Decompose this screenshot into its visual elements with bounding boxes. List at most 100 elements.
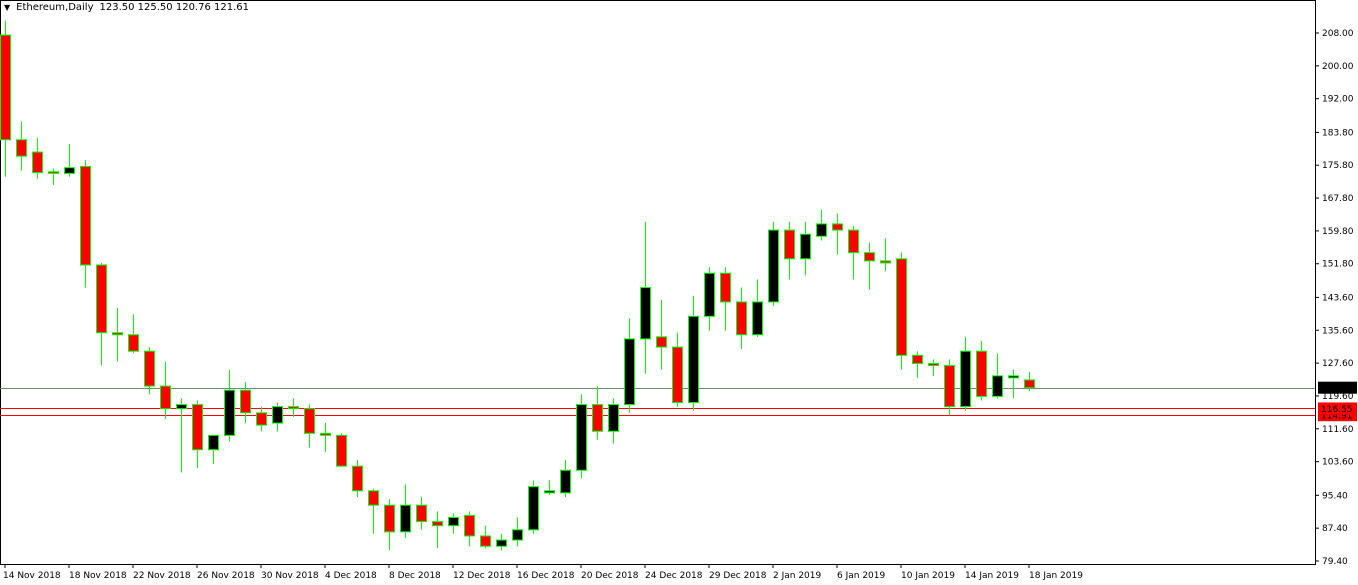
x-tick-label: 18 Jan 2019 [1029,571,1083,581]
candle-body-bear [320,432,331,436]
y-tick-label: 192.00 [1322,95,1354,105]
candle-body-bull [624,338,635,406]
candle-body-bull [528,486,539,531]
x-tick-label: 18 Nov 2018 [69,571,127,581]
y-tick-label: 183.80 [1322,128,1354,138]
candle-body-bear [240,389,251,414]
candle-body-bull [208,434,219,451]
candle-body-bear [912,354,923,365]
candle-body-bear [0,34,11,141]
candle-body-bull [704,272,715,317]
candle-body-bull [400,504,411,533]
x-tick-label: 24 Dec 2018 [645,571,703,581]
candle-body-bull [816,223,827,237]
y-tick-label: 103.60 [1322,458,1354,468]
candle-body-bear [864,252,875,262]
x-tick-label: 20 Dec 2018 [581,571,639,581]
y-tick-label: 127.60 [1322,359,1354,369]
price-tags: 114.91 116.55 121.61 [1318,381,1357,422]
y-tick-label: 79.40 [1322,557,1348,567]
candle-body-bull [576,404,587,471]
candle-body-bear [256,412,267,426]
candle-body-bear [16,139,27,157]
y-tick-label: 167.80 [1322,194,1354,204]
candle-body-bull [176,404,187,410]
candle-body-bull [560,469,571,494]
candle-body-bear [832,223,843,231]
candle-body-bear [880,260,891,264]
y-tick-label: 159.80 [1322,227,1354,237]
y-tick-label: 175.80 [1322,161,1354,171]
x-tick-label: 16 Dec 2018 [517,571,575,581]
candle-body-bear [480,535,491,547]
x-tick-label: 12 Dec 2018 [453,571,511,581]
candle-body-bull [496,539,507,547]
candle-body-bear [368,490,379,506]
y-tick-label: 200.00 [1322,62,1354,72]
y-tick-label: 111.60 [1322,425,1354,435]
symbol-label: Ethereum,Daily [16,2,94,13]
x-tick-label: 22 Nov 2018 [133,571,191,581]
time-axis: 14 Nov 2018 18 Nov 2018 22 Nov 2018 26 Nov … [3,564,1083,581]
candle-body-bull [640,287,651,340]
y-tick-label: 95.40 [1322,491,1348,501]
current-price-tag-bg [1318,381,1357,394]
candle-body-bear [304,408,315,434]
x-tick-label: 14 Nov 2018 [3,571,61,581]
candle-body-bear [896,258,907,356]
candle-body-bear [48,171,59,174]
candle-body-bull [224,389,235,436]
x-tick-label: 6 Jan 2019 [837,571,885,581]
triangle-down-icon[interactable]: ▼ [4,3,11,12]
level1-tag: 116.55 [1321,405,1353,415]
candle-body-bull [544,490,555,494]
y-tick-label: 208.00 [1322,29,1354,39]
x-tick-label: 26 Nov 2018 [197,571,255,581]
candle-body-bear [944,365,955,408]
current-price-tag: 121.61 [1321,384,1353,394]
price-axis: 208.00 200.00 192.00 183.80 175.80 167.80 159.… [1315,29,1354,567]
candle-body-bull [64,167,75,174]
plot-frame [0,0,1316,565]
level1-tag-bg [1318,402,1357,415]
candle-body-bull [960,350,971,408]
level2-tag: 114.91 [1321,412,1353,422]
y-tick-label: 135.60 [1322,326,1354,336]
y-tick-label: 119.60 [1322,392,1354,402]
candle-body-bear [672,346,683,404]
candle-body-bear [1024,379,1035,389]
candle-body-bull [688,315,699,404]
candle-body-bear [848,229,859,254]
candle-body-bear [160,385,171,410]
candle-body-bull [512,529,523,541]
candle-body-bull [768,229,779,303]
candle-body-bear [736,301,747,336]
ohlc-readout: 123.50 125.50 120.76 121.61 [99,2,250,13]
x-tick-label: 2 Jan 2019 [773,571,821,581]
candle-body-bear [592,404,603,432]
candle-body-bear [656,336,667,348]
candle-body-bear [288,406,299,410]
y-tick-label: 151.80 [1322,260,1354,270]
y-tick-label: 143.60 [1322,293,1354,303]
x-tick-label: 8 Dec 2018 [389,571,441,581]
candle-body-bear [432,521,443,527]
candle-body-bear [352,465,363,492]
candle-body-bear [192,404,203,451]
candle-body-bull [272,406,283,424]
candle-body-bear [128,334,139,352]
candle-body-bear [80,165,91,266]
candle-body-bear [464,514,475,537]
candle-body-bear [720,272,731,303]
candle-body-bear [96,264,107,334]
x-tick-label: 14 Jan 2019 [965,571,1019,581]
x-tick-label: 29 Dec 2018 [709,571,767,581]
candle-body-bull [448,516,459,527]
x-tick-label: 30 Nov 2018 [261,571,319,581]
x-tick-label: 10 Jan 2019 [901,571,955,581]
candle-body-bull [992,375,1003,397]
candle-body-bull [608,404,619,432]
candle-body-bull [800,233,811,260]
candle-body-bull [1008,375,1019,379]
